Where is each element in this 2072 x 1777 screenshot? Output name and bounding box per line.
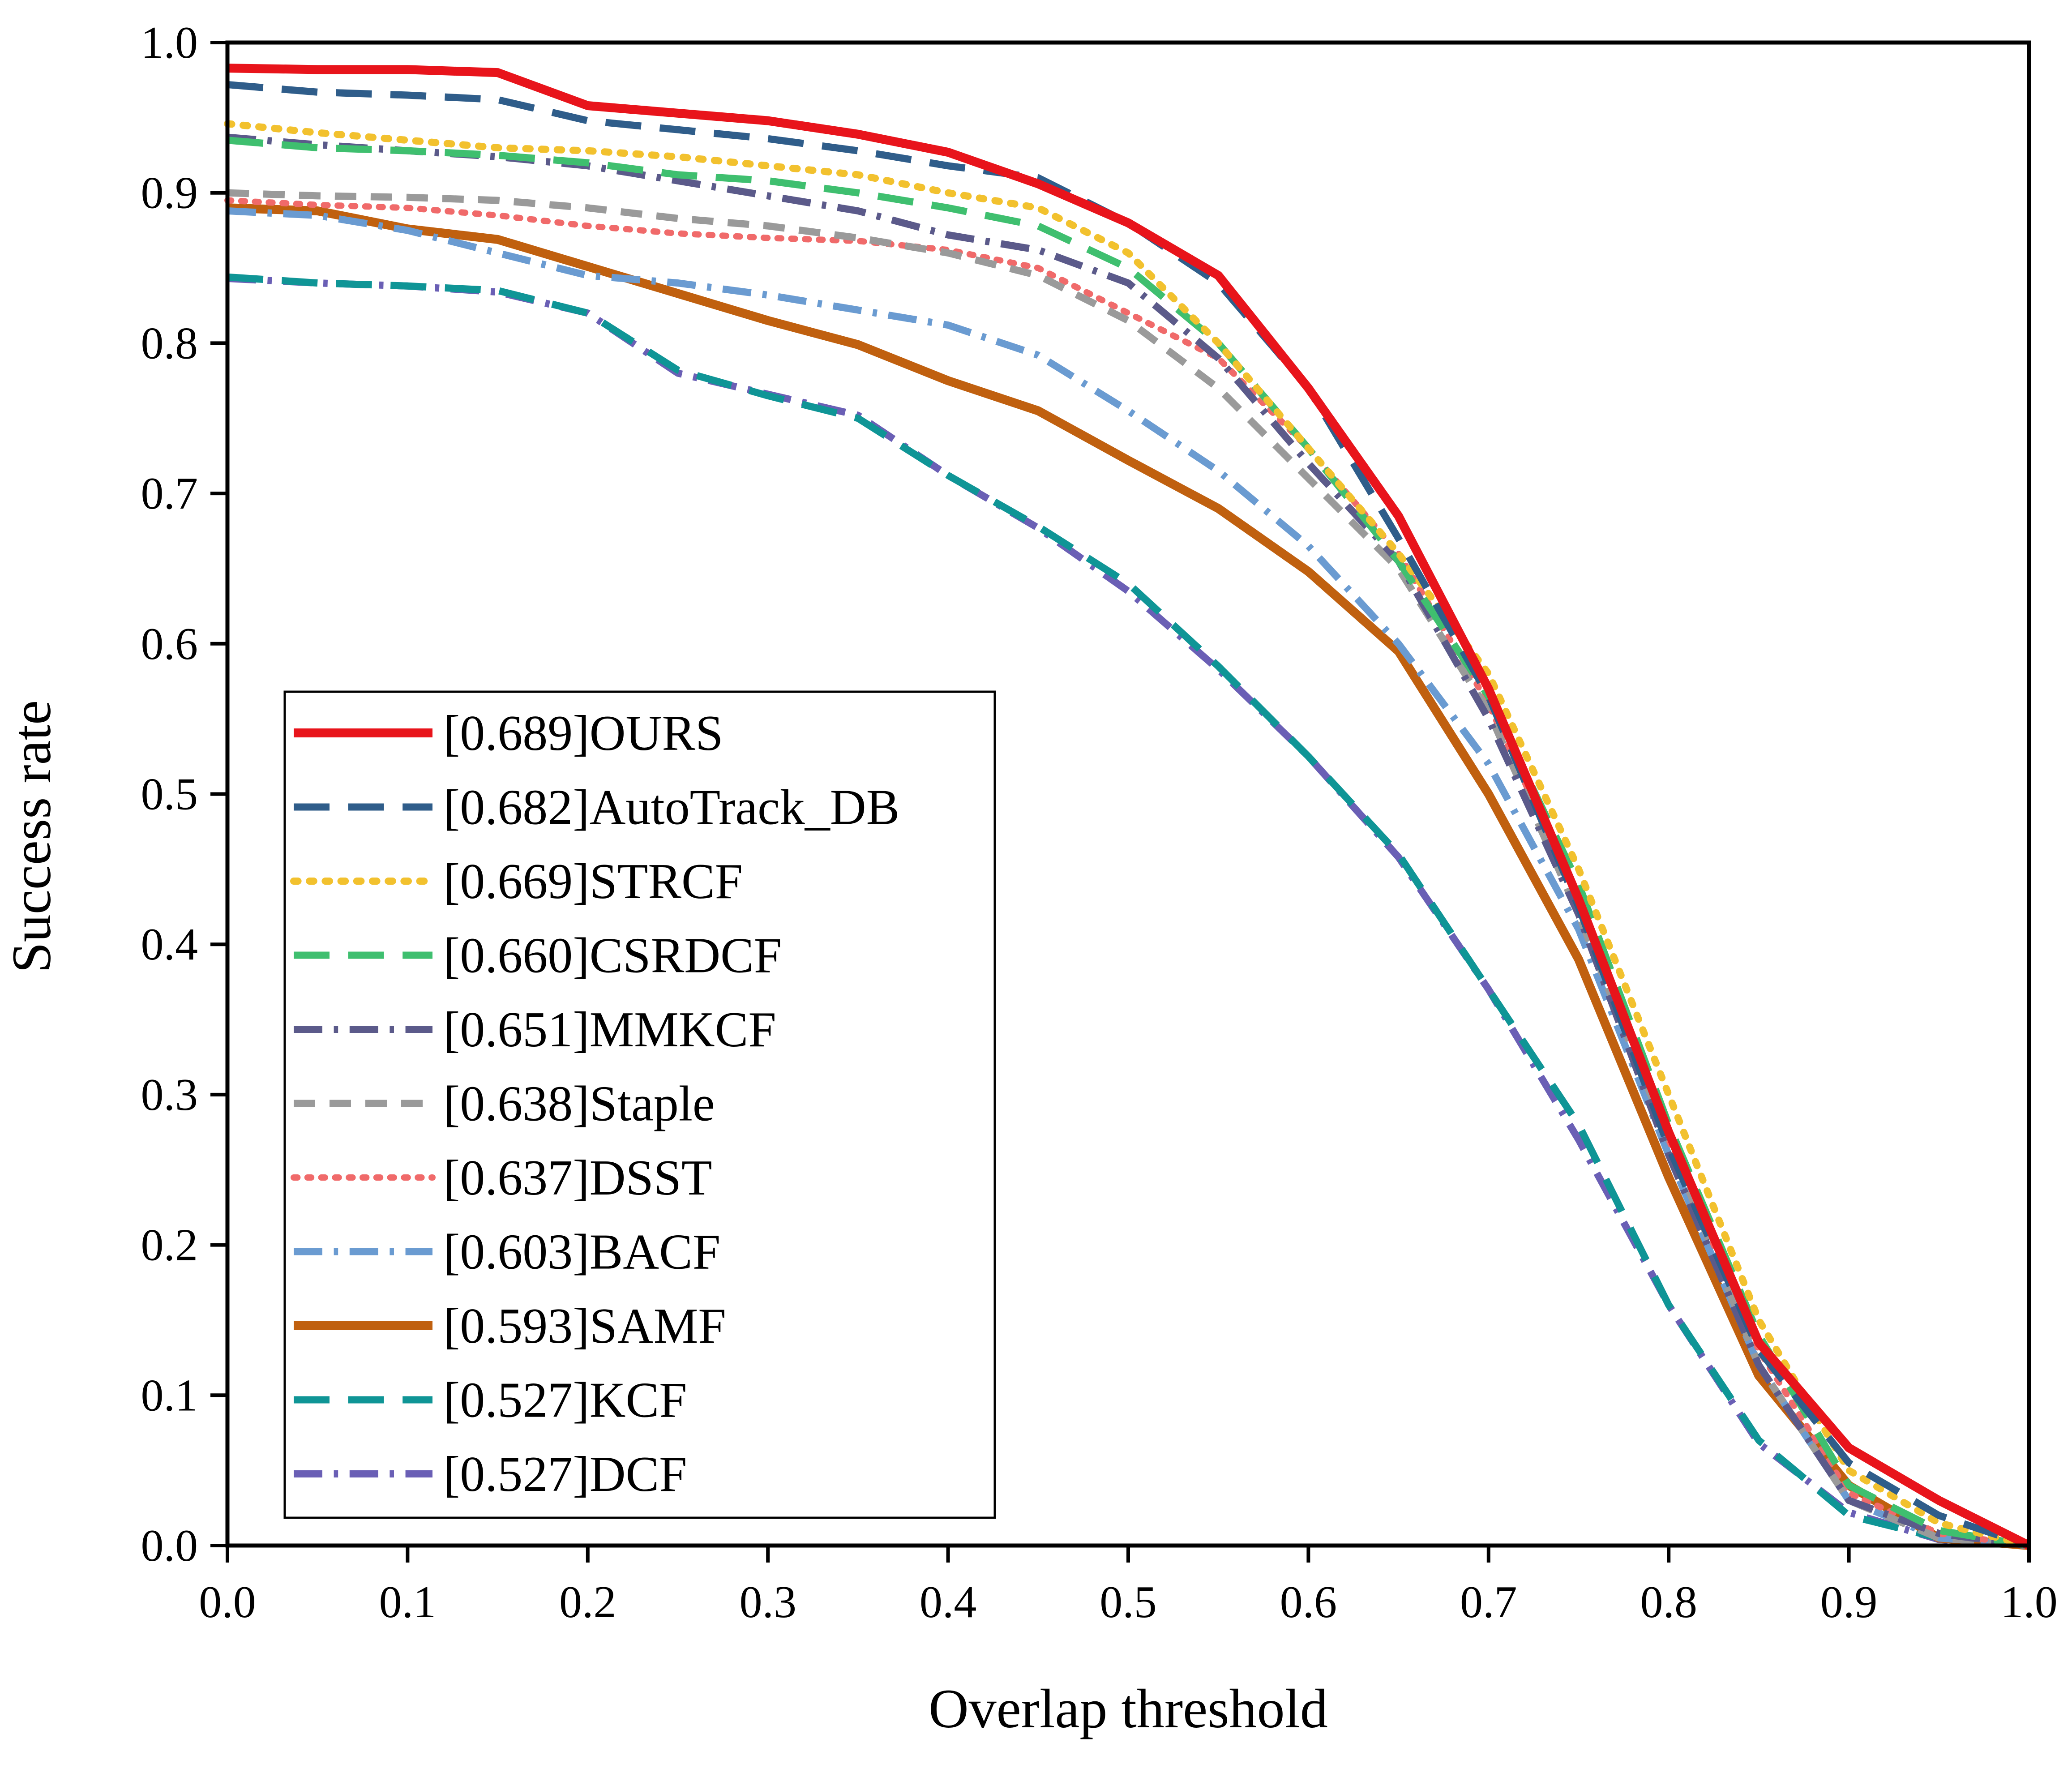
y-tick-label: 0.8	[141, 318, 198, 368]
x-tick-label: 0.0	[199, 1577, 256, 1627]
x-tick-label: 1.0	[2000, 1577, 2058, 1627]
y-axis-title: Success rate	[1, 700, 62, 973]
x-tick-label: 0.6	[1280, 1577, 1337, 1627]
y-tick-label: 0.9	[141, 168, 198, 218]
y-tick-label: 0.7	[141, 468, 198, 519]
x-tick-label: 0.7	[1460, 1577, 1517, 1627]
legend-label: [0.689]OURS	[443, 706, 723, 761]
y-tick-label: 0.2	[141, 1220, 198, 1271]
legend-label: [0.669]STRCF	[443, 854, 743, 909]
x-tick-label: 0.1	[379, 1577, 437, 1627]
legend-label: [0.527]KCF	[443, 1373, 687, 1428]
x-tick-label: 0.9	[1820, 1577, 1878, 1627]
y-tick-label: 0.3	[141, 1070, 198, 1120]
legend-label: [0.660]CSRDCF	[443, 928, 782, 984]
series-line-6	[227, 189, 2029, 1549]
legend-label: [0.651]MMKCF	[443, 1002, 776, 1058]
legend-label: [0.637]DSST	[443, 1150, 712, 1206]
series-line-1	[227, 64, 2031, 1550]
y-tick-label: 1.0	[141, 17, 198, 68]
x-tick-label: 0.8	[1640, 1577, 1697, 1627]
axis-ticks: 0.0 0.1 0.2 0.3 0.4 0.5 0.6 0.7 0.8 0.9 1.0 0.0 0.1 0…	[141, 17, 2058, 1627]
legend-label: [0.593]SAMF	[443, 1298, 726, 1354]
series-line-9	[227, 203, 2029, 1550]
y-tick-label: 0.1	[141, 1370, 198, 1421]
legend: [0.689]OURS [0.682]AutoTrack_DB [0.669]STR…	[283, 690, 996, 1519]
y-tick-label: 0.0	[141, 1520, 198, 1571]
x-tick-label: 0.4	[920, 1577, 977, 1627]
y-tick-label: 0.6	[141, 619, 198, 669]
legend-label: [0.527]DCF	[443, 1447, 687, 1502]
series-lines	[224, 64, 2033, 1550]
series-line-3	[224, 120, 2033, 1549]
series-line-10	[227, 273, 2029, 1549]
x-tick-label: 0.2	[559, 1577, 616, 1627]
y-tick-label: 0.5	[141, 769, 198, 820]
x-tick-label: 0.5	[1100, 1577, 1157, 1627]
legend-label: [0.603]BACF	[443, 1225, 720, 1280]
legend-label: [0.638]Staple	[443, 1076, 715, 1132]
legend-label: [0.682]AutoTrack_DB	[443, 780, 899, 835]
x-axis-title: Overlap threshold	[929, 1678, 1328, 1739]
x-tick-label: 0.3	[739, 1577, 796, 1627]
y-tick-label: 0.4	[141, 919, 198, 970]
